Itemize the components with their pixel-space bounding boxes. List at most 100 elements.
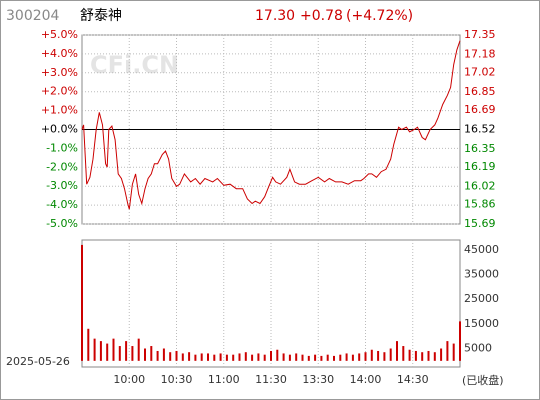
volume-bar (112, 338, 115, 361)
volume-bar (314, 354, 317, 361)
volume-bar (175, 350, 178, 361)
volume-bar (238, 353, 241, 361)
volume-bar (131, 346, 134, 361)
volume-bar (351, 354, 354, 361)
volume-bar (421, 352, 424, 361)
x-tick-label: 11:30 (255, 373, 287, 386)
x-tick-label: 10:00 (113, 373, 145, 386)
volume-bar (427, 350, 430, 361)
volume-bar (106, 343, 109, 361)
y2-tick-label: 15.69 (464, 217, 496, 230)
volume-bar (207, 353, 209, 361)
volume-bar (200, 353, 203, 361)
y-tick-label: -2.0% (46, 160, 78, 173)
x-tick-label: 14:30 (397, 373, 429, 386)
volume-bar (118, 346, 121, 361)
y2-tick-label: 16.35 (464, 142, 496, 155)
y2-tick-label: 15.86 (464, 198, 496, 211)
volume-bar (433, 352, 436, 361)
volume-bar (162, 348, 165, 361)
x-tick-label: 10:30 (161, 373, 193, 386)
volume-bar (194, 354, 197, 361)
y-tick-label: -3.0% (46, 179, 78, 192)
volume-bar (333, 355, 335, 361)
y2-tick-label: 16.02 (464, 179, 496, 192)
volume-bar (144, 348, 146, 361)
volume-bar (244, 352, 247, 361)
volume-bar (232, 354, 235, 361)
volume-bar (396, 341, 398, 361)
y2-tick-label: 16.19 (464, 160, 496, 173)
y-tick-label: 15000 (464, 317, 499, 330)
volume-bar (169, 352, 172, 361)
volume-bar (288, 354, 291, 361)
y-tick-label: +2.0% (41, 85, 78, 98)
date: 2025-05-26 (6, 355, 70, 368)
volume-bar (81, 244, 83, 361)
volume-bar (446, 341, 449, 361)
volume-bar (282, 353, 285, 361)
y2-tick-label: 16.85 (464, 85, 496, 98)
volume-bar (459, 321, 461, 361)
y-tick-label: +5.0% (41, 28, 78, 41)
stock-name: 舒泰神 (80, 8, 122, 24)
volume-bar (93, 338, 96, 361)
y-tick-label: +0.0% (41, 123, 78, 136)
volume-bar (301, 354, 304, 361)
volume-bar (414, 350, 417, 361)
y-tick-label: 45000 (464, 243, 499, 256)
volume-bar (263, 354, 266, 361)
x-tick-label: 11:00 (208, 373, 240, 386)
y-tick-label: +3.0% (41, 66, 78, 79)
volume-bar (137, 338, 140, 361)
volume-bar (251, 354, 254, 361)
y2-tick-label: 17.18 (464, 47, 496, 60)
volume-bar (99, 341, 102, 361)
x-tick-label: 14:00 (350, 373, 382, 386)
volume-bar (320, 355, 323, 361)
volume-bar (452, 343, 455, 361)
y2-tick-label: 16.69 (464, 103, 496, 116)
volume-bar (307, 355, 310, 361)
volume-bar (358, 353, 361, 361)
volume-bar (295, 353, 298, 361)
volume-bar (156, 350, 159, 361)
y2-tick-label: 16.52 (464, 123, 496, 136)
y-tick-label: 25000 (464, 292, 499, 305)
volume-bar (440, 348, 443, 361)
volume-bar (188, 352, 191, 361)
volume-bar (408, 349, 411, 361)
y2-tick-label: 17.02 (464, 66, 496, 79)
y-tick-label: -1.0% (46, 141, 78, 154)
volume-bar (345, 353, 348, 361)
volume-bar (383, 352, 386, 361)
price: 17.30 (255, 8, 295, 24)
volume-bar (276, 349, 279, 361)
y-tick-label: +1.0% (41, 104, 78, 117)
volume-bar (326, 354, 329, 361)
price-line (81, 40, 461, 210)
y-tick-label: -5.0% (46, 217, 78, 230)
volume-bar (257, 353, 260, 361)
y-tick-label: +4.0% (41, 47, 78, 60)
y2-tick-label: 17.35 (464, 28, 496, 41)
volume-bar (377, 350, 380, 361)
change-pct: (+4.72%) (346, 8, 413, 24)
volume-bar (339, 354, 342, 361)
volume-bar (389, 348, 392, 361)
watermark: CFi.CN (90, 51, 179, 79)
volume-bar (364, 352, 367, 361)
volume-bar (225, 354, 228, 361)
volume-bar (213, 354, 216, 361)
y-tick-label: 35000 (464, 268, 499, 281)
volume-bar (270, 350, 272, 361)
volume-bar (219, 353, 222, 361)
volume-bar (87, 328, 90, 361)
volume-bar (150, 346, 153, 361)
volume-bar (402, 346, 405, 361)
y-tick-label: 5000 (464, 342, 492, 355)
change: +0.78 (300, 8, 343, 24)
status: (已收盘) (462, 373, 504, 387)
